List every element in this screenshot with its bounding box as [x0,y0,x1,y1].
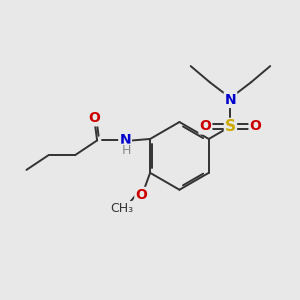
Text: N: N [119,134,131,147]
Text: S: S [225,119,236,134]
Text: O: O [88,111,100,125]
Text: O: O [135,188,147,202]
Text: CH₃: CH₃ [111,202,134,215]
Text: N: N [225,93,236,107]
Text: O: O [200,119,211,134]
Text: H: H [122,144,131,157]
Text: O: O [250,119,261,134]
